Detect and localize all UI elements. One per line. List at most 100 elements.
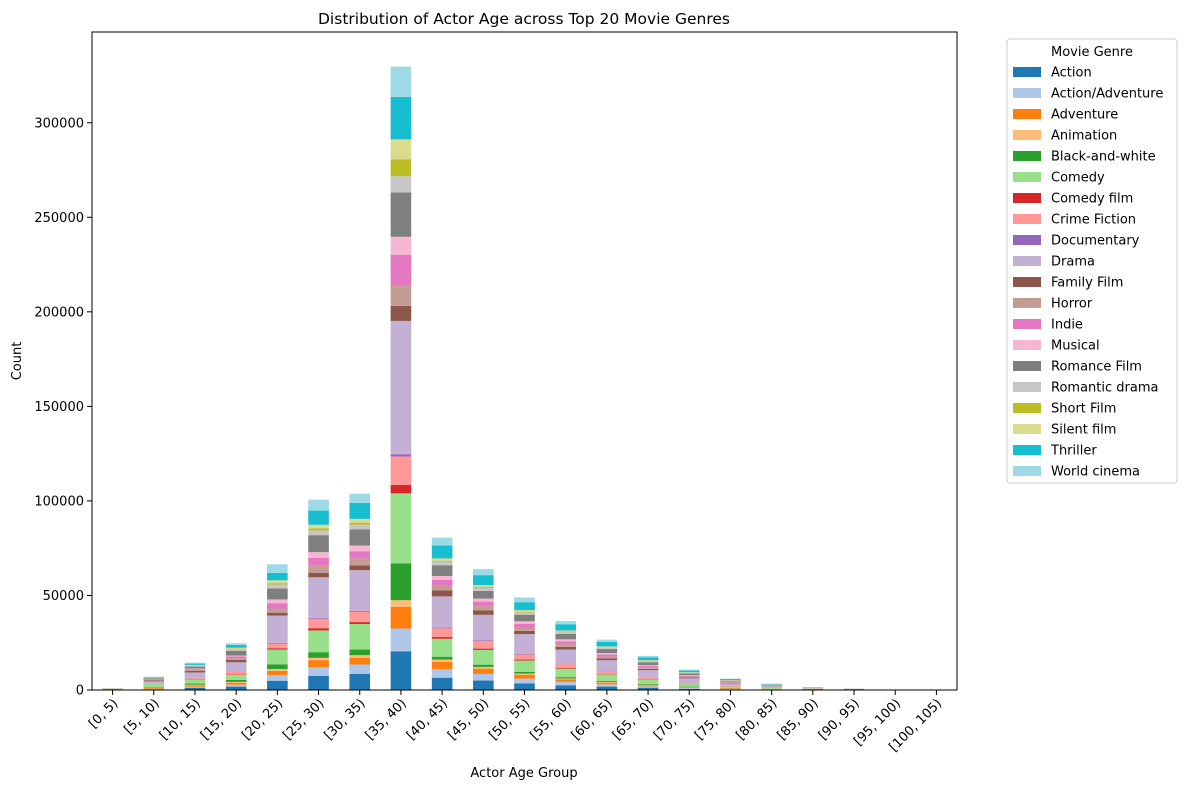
- bar-segment: [267, 643, 288, 649]
- bar-segment: [267, 680, 288, 690]
- bar-segment: [473, 569, 494, 576]
- x-tick-label: [80, 85): [733, 696, 780, 743]
- bar-segment: [225, 650, 247, 656]
- legend-swatch: [1013, 403, 1041, 413]
- bar-segment: [678, 676, 700, 678]
- bar-segment: [555, 641, 576, 645]
- legend-label: Action: [1051, 66, 1092, 81]
- bar-segment: [473, 614, 494, 641]
- bar-segment: [143, 678, 165, 680]
- bar-segment: [308, 557, 329, 566]
- bar-segment: [555, 667, 576, 669]
- bar-segment: [308, 499, 329, 511]
- bar-segment: [678, 688, 700, 689]
- x-tick-label: [0, 5): [86, 696, 121, 731]
- bar-segment: [267, 584, 288, 589]
- bar-segment: [184, 664, 206, 666]
- bar-segment: [514, 627, 535, 631]
- x-tick-label: [35, 40): [363, 696, 410, 743]
- bar-segment: [678, 672, 700, 674]
- bar-segment: [473, 668, 494, 674]
- bar-segment: [720, 685, 741, 687]
- x-tick-label: [5, 10): [121, 696, 162, 737]
- bar-segment: [349, 545, 371, 552]
- bar-segment: [678, 687, 700, 689]
- legend-label: Indie: [1051, 318, 1083, 333]
- bar-segment: [431, 558, 453, 561]
- bar-segment: [308, 667, 329, 676]
- bar-segment: [637, 677, 659, 680]
- bar-segment: [390, 600, 412, 607]
- bar-segment: [431, 638, 453, 657]
- plot-frame: [91, 31, 958, 691]
- bar-segment: [514, 630, 535, 635]
- y-axis-label: Count: [10, 342, 25, 381]
- bar-segment: [308, 524, 329, 529]
- legend-swatch: [1013, 340, 1041, 350]
- bar-segment: [555, 685, 576, 690]
- bar-segment: [431, 661, 453, 670]
- legend-swatch: [1013, 424, 1041, 434]
- legend-label: Horror: [1051, 297, 1093, 312]
- x-tick-label: [70, 75): [651, 696, 698, 743]
- bar-segment: [267, 583, 288, 585]
- bar-segment: [143, 684, 165, 687]
- bar-segment: [390, 254, 412, 285]
- bar-segment: [473, 606, 494, 611]
- bar-segment: [555, 668, 576, 678]
- legend-swatch: [1013, 298, 1041, 308]
- bar-segment: [514, 660, 535, 672]
- bar-segment: [637, 665, 659, 668]
- bar-segment: [431, 627, 453, 629]
- bar-segment: [431, 628, 453, 638]
- bar-segment: [596, 647, 618, 650]
- legend-swatch: [1013, 382, 1041, 392]
- bar-segment: [390, 176, 412, 193]
- bar-segment: [225, 686, 247, 690]
- legend-swatch: [1013, 235, 1041, 245]
- legend-label: Documentary: [1051, 234, 1140, 249]
- bar-segment: [143, 687, 165, 689]
- bar-segment: [184, 678, 206, 680]
- legend: Movie Genre Action Action/Adventure Advent…: [1006, 38, 1178, 484]
- bar-segment: [555, 681, 576, 686]
- bar-segment: [473, 575, 494, 586]
- bar-segment: [678, 682, 700, 684]
- bar-segment: [308, 572, 329, 578]
- bar-segment: [514, 674, 535, 679]
- legend-label: Thriller: [1050, 444, 1097, 459]
- bar-segment: [514, 610, 535, 612]
- bar-segment: [184, 683, 206, 685]
- bar-segment: [596, 680, 618, 682]
- bar-segment: [349, 622, 371, 625]
- bar-segment: [225, 684, 247, 687]
- bar-segment: [555, 644, 576, 647]
- legend-swatch: [1013, 130, 1041, 140]
- bar-segment: [308, 510, 329, 525]
- bar-segment: [431, 637, 453, 639]
- bar-segment: [431, 590, 453, 597]
- bar-segment: [349, 565, 371, 571]
- bar-segment: [349, 502, 371, 519]
- bar-segment: [431, 579, 453, 586]
- x-tick-label: [60, 65): [569, 696, 616, 743]
- bar-segment: [225, 656, 247, 659]
- bar-segment: [637, 660, 659, 661]
- bar-segment: [596, 682, 618, 685]
- bar-segment: [678, 677, 700, 679]
- bar-segment: [184, 679, 206, 684]
- bar-segment: [267, 642, 288, 644]
- legend-swatch: [1013, 88, 1041, 98]
- bar-segment: [431, 575, 453, 580]
- bar-segment: [555, 631, 576, 633]
- bar-segment: [596, 673, 618, 675]
- bar-segment: [308, 657, 329, 661]
- bar-segment: [555, 679, 576, 682]
- bar-segment: [431, 561, 453, 566]
- legend-title: Movie Genre: [1051, 45, 1133, 60]
- bar-segment: [184, 662, 206, 664]
- bar-segment: [720, 679, 741, 680]
- bar-segment: [431, 585, 453, 591]
- bar-segment: [349, 493, 371, 503]
- bar-segment: [349, 570, 371, 611]
